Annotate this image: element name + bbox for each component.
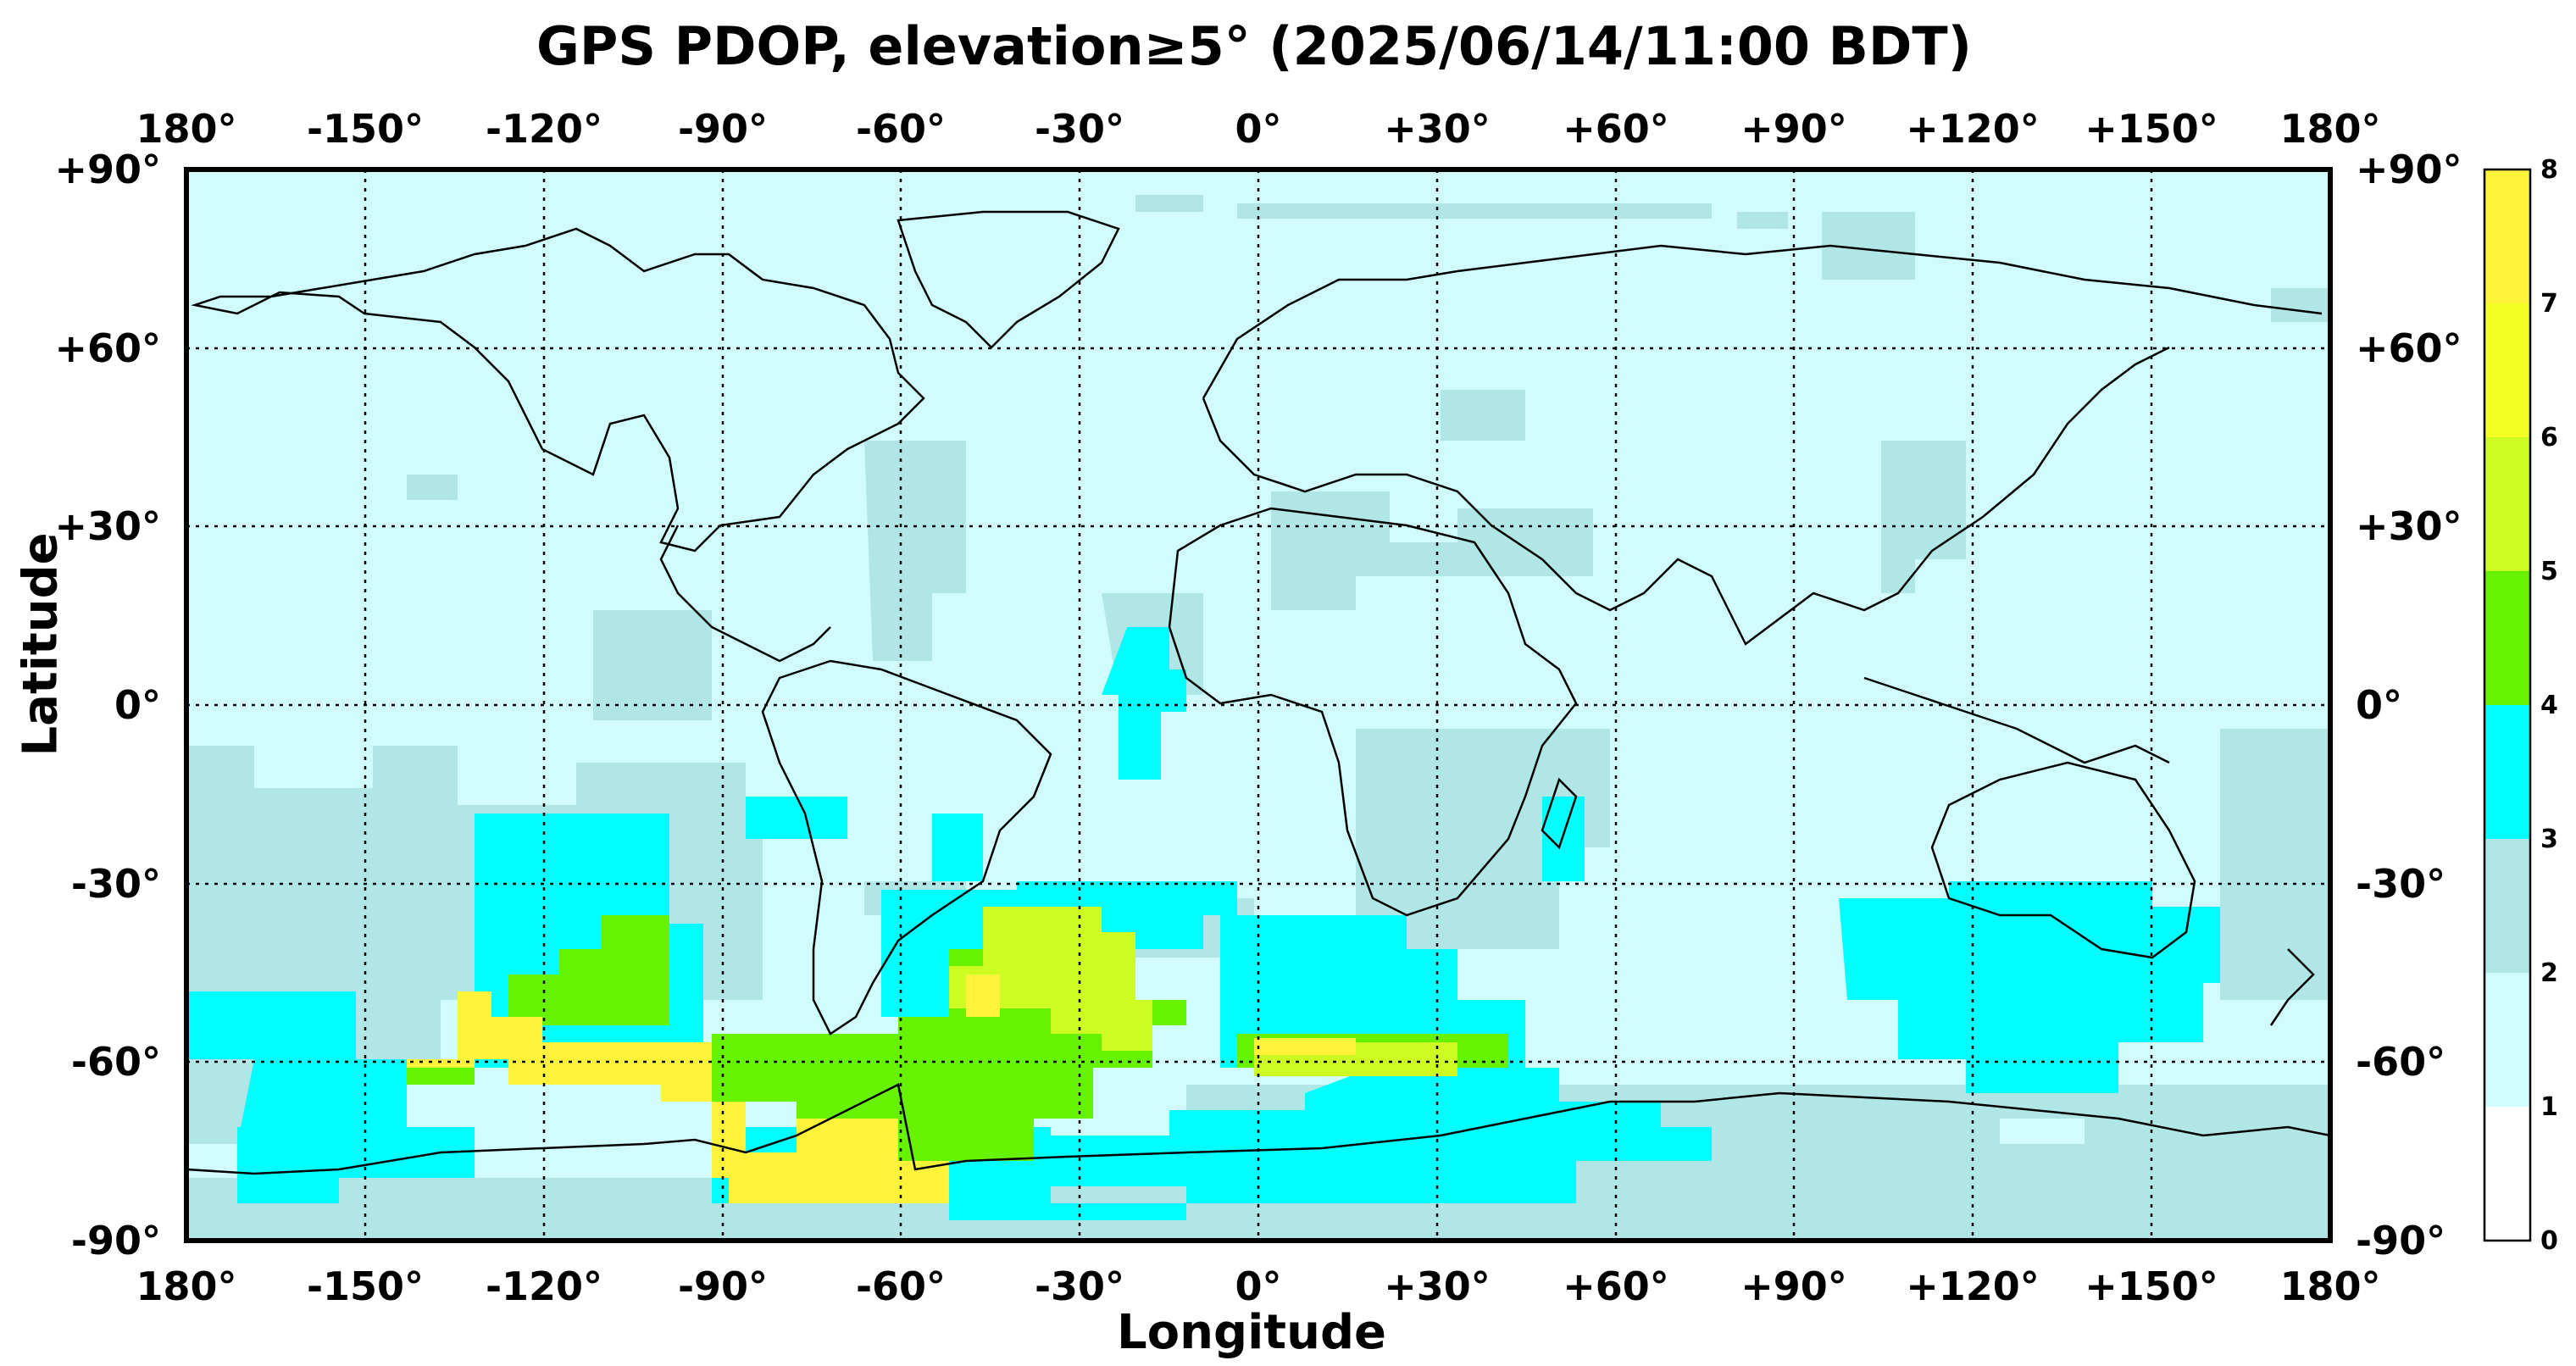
- left-lat-ticks: +90° +60° +30° 0° -30° -60° -90°: [54, 147, 161, 1263]
- top-lon-tick: -120°: [486, 106, 602, 152]
- colorbar: 0 1 2 3 4 5 6 7 8: [2483, 155, 2558, 1256]
- bottom-lon-tick: +150°: [2085, 1263, 2218, 1309]
- top-lon-tick: +60°: [1563, 106, 1669, 152]
- bottom-lon-tick: +30°: [1384, 1263, 1491, 1309]
- left-lat-tick: -90°: [71, 1218, 161, 1263]
- bottom-lon-ticks: 180° -150° -120° -90° -60° -30° 0° +30° …: [136, 1263, 2380, 1309]
- bottom-lon-tick: 0°: [1235, 1263, 1281, 1309]
- colorbar-tick: 1: [2540, 1092, 2558, 1122]
- colorbar-segment-0: [2484, 1107, 2530, 1241]
- left-lat-tick: 0°: [114, 682, 161, 728]
- bottom-lon-tick: -30°: [1035, 1263, 1124, 1309]
- bottom-lon-tick: -120°: [486, 1263, 602, 1309]
- top-lon-tick: 180°: [2279, 106, 2380, 152]
- left-lat-tick: -60°: [71, 1039, 161, 1085]
- bottom-lon-tick: +120°: [1906, 1263, 2040, 1309]
- right-lat-tick: +30°: [2356, 503, 2462, 549]
- coastlines: [186, 210, 2331, 1175]
- right-lat-tick: +60°: [2356, 325, 2462, 371]
- top-lon-tick: +120°: [1906, 106, 2040, 152]
- top-lon-tick: -150°: [307, 106, 424, 152]
- top-lon-tick: +30°: [1384, 106, 1491, 152]
- map-frame: [184, 167, 2333, 1243]
- bottom-lon-tick: -150°: [307, 1263, 424, 1309]
- left-lat-tick: +60°: [54, 325, 161, 371]
- left-lat-tick: +90°: [54, 147, 161, 192]
- right-lat-tick: -30°: [2356, 861, 2446, 907]
- colorbar-tick: 7: [2540, 289, 2558, 319]
- top-lon-tick: -90°: [678, 106, 768, 152]
- colorbar-segment-4: [2484, 571, 2530, 705]
- bottom-lon-tick: +90°: [1740, 1263, 1847, 1309]
- bottom-lon-tick: +60°: [1563, 1263, 1669, 1309]
- colorbar-tick: 2: [2540, 958, 2558, 988]
- right-lat-tick: 0°: [2356, 682, 2402, 728]
- colorbar-tick: 4: [2540, 691, 2558, 720]
- y-axis-label: Latitude: [13, 532, 69, 757]
- left-lat-tick: +30°: [54, 503, 161, 549]
- colorbar-segment-6: [2484, 303, 2530, 437]
- top-lon-tick: -30°: [1035, 106, 1124, 152]
- colorbar-segment-2: [2484, 839, 2530, 973]
- top-lon-ticks: 180° -150° -120° -90° -60° -30° 0° +30° …: [136, 106, 2380, 152]
- bottom-lon-tick: 180°: [2279, 1263, 2380, 1309]
- x-axis-label: Longitude: [1117, 1305, 1387, 1360]
- bottom-lon-tick: -60°: [856, 1263, 946, 1309]
- right-lat-tick: -60°: [2356, 1039, 2446, 1085]
- chart-title: GPS PDOP, elevation≥5° (2025/06/14/11:00…: [536, 15, 1972, 77]
- left-lat-tick: -30°: [71, 861, 161, 907]
- colorbar-tick: 3: [2540, 825, 2558, 854]
- colorbar-segment-5: [2484, 437, 2530, 571]
- colorbar-frame: [2483, 168, 2532, 1242]
- top-lon-tick: +150°: [2085, 106, 2218, 152]
- colorbar-segment-3: [2484, 705, 2530, 839]
- bottom-lon-tick: 180°: [136, 1263, 236, 1309]
- colorbar-tick: 8: [2540, 155, 2558, 185]
- colorbar-tick: 6: [2540, 423, 2558, 453]
- graticule: [186, 169, 2330, 1241]
- colorbar-tick: 0: [2540, 1226, 2558, 1256]
- bottom-lon-tick: -90°: [678, 1263, 768, 1309]
- right-lat-tick: -90°: [2356, 1218, 2446, 1263]
- right-lat-ticks: +90° +60° +30° 0° -30° -60° -90°: [2356, 147, 2462, 1263]
- colorbar-tick: 5: [2540, 557, 2558, 586]
- right-lat-tick: +90°: [2356, 147, 2462, 192]
- top-lon-tick: 0°: [1235, 106, 1281, 152]
- colorbar-segment-1: [2484, 973, 2530, 1107]
- top-lon-tick: 180°: [136, 106, 236, 152]
- top-lon-tick: +90°: [1740, 106, 1847, 152]
- top-lon-tick: -60°: [856, 106, 946, 152]
- colorbar-segment-7: [2484, 169, 2530, 303]
